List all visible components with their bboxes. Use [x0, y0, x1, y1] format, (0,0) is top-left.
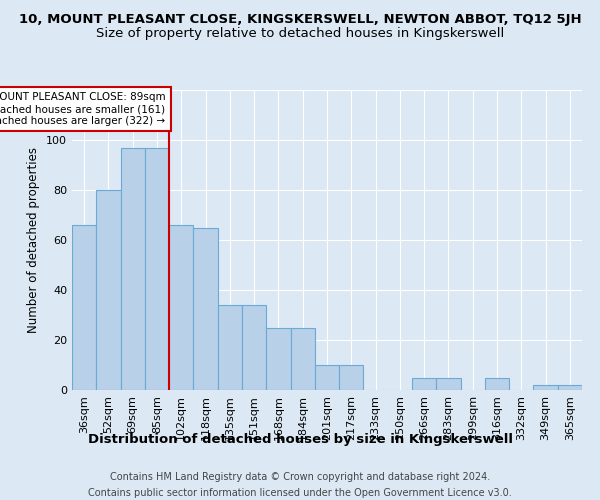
Bar: [290, 328, 315, 390]
Bar: [436, 378, 461, 390]
Bar: [412, 378, 436, 390]
Y-axis label: Number of detached properties: Number of detached properties: [28, 147, 40, 333]
Text: Size of property relative to detached houses in Kingskerswell: Size of property relative to detached ho…: [96, 28, 504, 40]
Bar: [193, 228, 218, 390]
Text: Distribution of detached houses by size in Kingskerswell: Distribution of detached houses by size …: [88, 432, 512, 446]
Bar: [145, 148, 169, 390]
Bar: [266, 328, 290, 390]
Bar: [485, 378, 509, 390]
Bar: [339, 365, 364, 390]
Bar: [242, 305, 266, 390]
Bar: [72, 225, 96, 390]
Text: 10 MOUNT PLEASANT CLOSE: 89sqm
← 33% of detached houses are smaller (161)
66% of: 10 MOUNT PLEASANT CLOSE: 89sqm ← 33% of …: [0, 92, 166, 126]
Text: 10, MOUNT PLEASANT CLOSE, KINGSKERSWELL, NEWTON ABBOT, TQ12 5JH: 10, MOUNT PLEASANT CLOSE, KINGSKERSWELL,…: [19, 12, 581, 26]
Bar: [169, 225, 193, 390]
Bar: [121, 148, 145, 390]
Bar: [315, 365, 339, 390]
Bar: [96, 190, 121, 390]
Text: Contains HM Land Registry data © Crown copyright and database right 2024.: Contains HM Land Registry data © Crown c…: [110, 472, 490, 482]
Bar: [218, 305, 242, 390]
Text: Contains public sector information licensed under the Open Government Licence v3: Contains public sector information licen…: [88, 488, 512, 498]
Bar: [533, 385, 558, 390]
Bar: [558, 385, 582, 390]
